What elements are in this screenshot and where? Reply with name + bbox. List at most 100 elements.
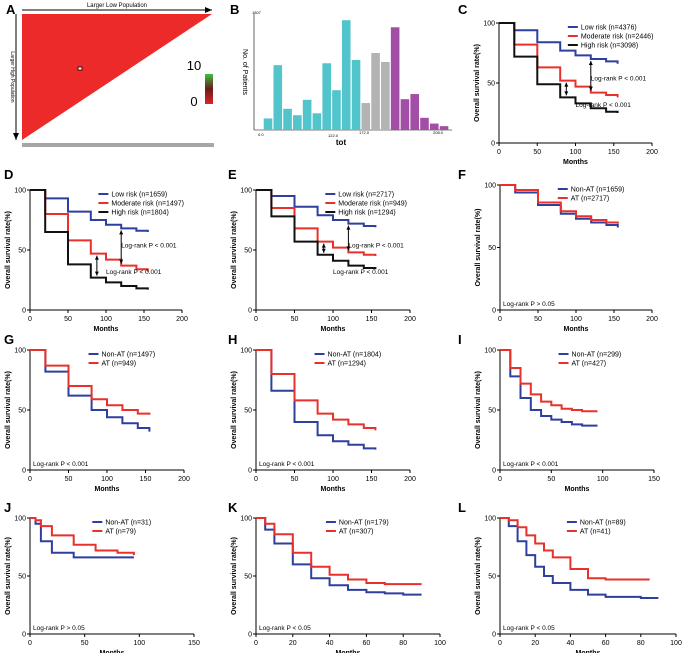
histogram-bar-high [429, 123, 439, 130]
log-rank-annotation: Log-rank P < 0.001 [333, 269, 389, 276]
histogram-ylabel: No. of Patients [241, 49, 248, 95]
survival-curve-1 [500, 517, 650, 581]
comparison-arrow-head [321, 248, 326, 253]
histogram-bar-high [410, 94, 420, 130]
comparison-arrow-head [94, 255, 99, 260]
y-tick-label: 50 [244, 248, 252, 255]
x-tick-label: 0 [497, 149, 501, 156]
x-tick-label: 200 [646, 149, 658, 156]
y-tick-label: 50 [244, 574, 252, 581]
histogram-bar-high [400, 99, 410, 130]
comparison-arrow-head [564, 82, 569, 87]
survival-curve-1 [256, 349, 377, 431]
histogram-bar-high [390, 27, 400, 130]
legend-label: High risk (n=1294) [338, 210, 395, 217]
x-tick-label: 0 [28, 476, 32, 483]
comparison-arrow-head [588, 86, 593, 91]
y-axis-label: Overall survival rate(%) [231, 211, 238, 289]
x-axis-label: Months [563, 159, 588, 166]
colorbar-max-label: 10 [187, 58, 201, 73]
y-tick-label: 0 [492, 308, 496, 315]
survival-curve-1 [30, 189, 149, 272]
x-axis-label: Months [576, 650, 601, 653]
histogram-bar-low [312, 113, 322, 130]
survival-curve-1 [256, 517, 422, 586]
log-rank-annotation: Log-rank P < 0.001 [121, 243, 177, 250]
left-arrow-head [13, 133, 19, 140]
x-tick-label: 0 [498, 316, 502, 323]
legend-label: AT (n=1294) [328, 361, 366, 368]
comparison-arrow-head [564, 91, 569, 96]
legend-label: Non-AT (n=299) [572, 352, 622, 359]
histogram-bar-low [351, 60, 361, 130]
heatmap-triangle [22, 14, 212, 140]
y-tick-label: 0 [22, 308, 26, 315]
y-tick-label: 50 [488, 245, 496, 252]
x-tick-label: 150 [366, 476, 378, 483]
panel-l: L 0 20 40 60 80 100 0 50 100 Months Overall surviva… [458, 500, 682, 653]
x-tick-label: 150 [608, 149, 620, 156]
legend-label: Non-AT (n=1659) [571, 187, 625, 194]
y-tick-label: 50 [488, 408, 496, 415]
y-tick-label: 100 [14, 348, 26, 355]
histogram-bar-low [341, 20, 351, 130]
log-rank-annotation: Log-rank P < 0.05 [259, 625, 311, 632]
log-rank-annotation: Log-rank P < 0.05 [503, 625, 555, 632]
comparison-arrow-head [119, 259, 124, 264]
comparison-arrow-head [346, 246, 351, 251]
x-tick-label: 200 [176, 316, 188, 323]
legend-label: Non-AT (n=179) [339, 520, 389, 527]
y-tick-label: 100 [484, 516, 496, 523]
y-axis-label: Overall survival rate(%) [231, 537, 238, 615]
x-tick-label: 60 [363, 640, 371, 647]
x-tick-label: 20 [531, 640, 539, 647]
panel-c: C 0 50 100 150 200 0 50 100 Months Overall surviva… [458, 2, 658, 166]
histogram-bar-low [332, 90, 341, 130]
x-tick-label: 80 [637, 640, 645, 647]
x-tick-label: 100 [101, 476, 113, 483]
x-tick-label: 60 [602, 640, 610, 647]
x-tick-label: 50 [547, 476, 555, 483]
legend-label: Non-AT (n=1497) [102, 352, 156, 359]
x-tick-label: 100 [133, 640, 145, 647]
x-tick-label: 50 [534, 316, 542, 323]
comparison-arrow-head [346, 225, 351, 230]
log-rank-annotation: Log-rank P < 0.001 [348, 243, 404, 250]
y-axis-label: Overall survival rate(%) [5, 537, 12, 615]
y-tick-label: 50 [244, 408, 252, 415]
bottom-bar [22, 143, 214, 147]
x-tick-label: 40 [326, 640, 334, 647]
x-tick-label: 100 [100, 316, 112, 323]
y-tick-label: 0 [248, 632, 252, 639]
log-rank-annotation: Log-rank P < 0.001 [33, 461, 89, 468]
left-axis-label: Larger High Population [9, 51, 15, 102]
x-tick-label: 100 [597, 476, 609, 483]
y-tick-label: 0 [248, 308, 252, 315]
panel-letter-c: C [458, 2, 468, 17]
x-tick-label: 150 [608, 316, 620, 323]
histogram-xtick-label: 122.0 [328, 133, 339, 138]
x-tick-label: 50 [64, 316, 72, 323]
x-axis-label: Months [100, 650, 125, 653]
x-tick-label: 0 [254, 476, 258, 483]
histogram-bar-moderate [371, 52, 380, 130]
x-tick-label: 80 [399, 640, 407, 647]
y-tick-label: 0 [248, 468, 252, 475]
comparison-arrow-head [321, 243, 326, 248]
y-axis-label: Overall survival rate(%) [475, 209, 482, 287]
x-tick-label: 150 [138, 316, 150, 323]
y-tick-label: 0 [491, 141, 495, 148]
legend-label: Low risk (n=1659) [111, 192, 167, 199]
x-tick-label: 0 [254, 640, 258, 647]
panel-e: E 0 50 100 150 200 0 50 100 Months Overall surviva… [228, 167, 416, 333]
x-tick-label: 50 [291, 476, 299, 483]
y-tick-label: 0 [22, 468, 26, 475]
x-tick-label: 200 [404, 476, 416, 483]
top-axis-label: Larger Low Population [87, 3, 147, 9]
y-tick-label: 50 [18, 408, 26, 415]
panel-g: G 0 50 100 150 200 0 50 100 Months Overall surviva… [4, 332, 190, 493]
x-tick-label: 40 [567, 640, 575, 647]
x-tick-label: 0 [254, 316, 258, 323]
legend-label: AT (n=41) [580, 529, 611, 536]
legend-label: AT (n=2717) [571, 196, 609, 203]
